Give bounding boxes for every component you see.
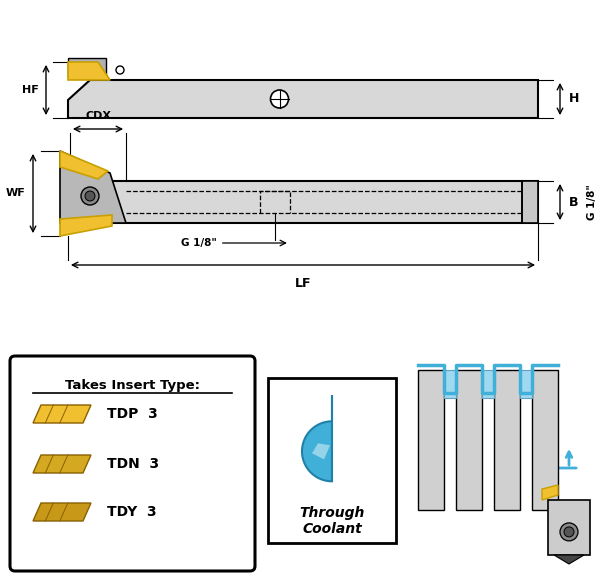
Polygon shape [68, 181, 538, 223]
Bar [520, 370, 532, 398]
Polygon shape [68, 58, 106, 77]
Text: WF: WF [6, 188, 26, 198]
Polygon shape [68, 80, 538, 118]
Polygon shape [33, 455, 91, 473]
Polygon shape [522, 181, 538, 223]
FancyBboxPatch shape [268, 378, 396, 543]
Bar [418, 370, 444, 510]
Text: TDN  3: TDN 3 [107, 457, 159, 471]
Polygon shape [60, 151, 108, 179]
Circle shape [116, 66, 124, 74]
Bar [482, 370, 494, 398]
FancyBboxPatch shape [10, 356, 255, 571]
Polygon shape [60, 151, 126, 223]
Polygon shape [33, 405, 91, 423]
Polygon shape [60, 215, 112, 236]
Bar [532, 370, 558, 510]
Text: TDP  3: TDP 3 [107, 407, 158, 421]
Text: CDX: CDX [85, 111, 111, 121]
Text: LF: LF [295, 277, 311, 290]
Circle shape [81, 187, 99, 205]
Bar [548, 500, 590, 555]
Polygon shape [554, 555, 584, 564]
Text: H: H [569, 92, 579, 106]
Text: Takes Insert Type:: Takes Insert Type: [65, 379, 200, 392]
Polygon shape [312, 443, 330, 460]
Circle shape [85, 191, 95, 201]
Text: G 1/8": G 1/8" [181, 238, 217, 248]
Circle shape [270, 90, 288, 108]
Text: Through: Through [299, 506, 365, 520]
Polygon shape [542, 485, 558, 500]
Circle shape [564, 527, 574, 537]
Polygon shape [68, 62, 110, 80]
Bar [494, 370, 520, 510]
Text: HF: HF [22, 85, 38, 95]
Polygon shape [33, 503, 91, 521]
Bar [456, 370, 482, 510]
Text: G 1/8": G 1/8" [587, 184, 597, 220]
Text: B: B [569, 195, 579, 209]
Text: Coolant: Coolant [302, 522, 362, 536]
Bar [444, 370, 456, 398]
Polygon shape [302, 395, 332, 481]
Text: TDY  3: TDY 3 [107, 505, 156, 519]
Circle shape [560, 523, 578, 541]
